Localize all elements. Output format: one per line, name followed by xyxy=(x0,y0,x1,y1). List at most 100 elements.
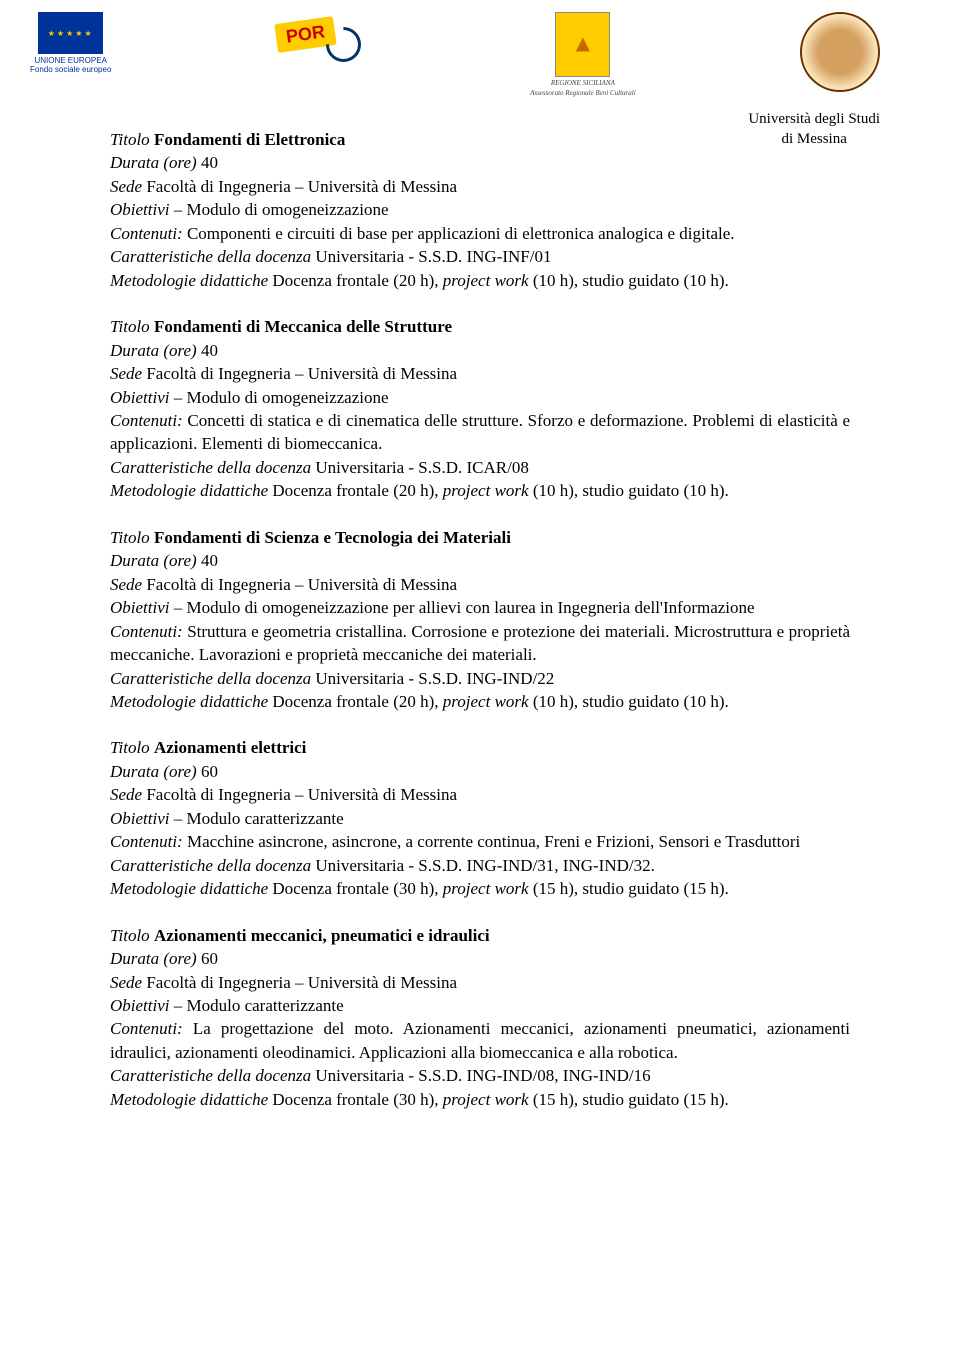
metodologie-line: Metodologie didattiche Docenza frontale … xyxy=(110,479,850,502)
caratt-value: Universitaria - S.S.D. ING-IND/31, ING-I… xyxy=(311,856,655,875)
label-contenuti: Contenuti: xyxy=(110,411,183,430)
eu-caption-1: UNIONE EUROPEA xyxy=(30,56,111,65)
caratt-line: Caratteristiche della docenza Universita… xyxy=(110,667,850,690)
label-contenuti: Contenuti: xyxy=(110,1019,183,1038)
label-obiettivi: Obiettivi xyxy=(110,388,169,407)
sede-value: Facoltà di Ingegneria – Università di Me… xyxy=(142,973,457,992)
label-metodologie: Metodologie didattiche xyxy=(110,692,268,711)
label-metodologie: Metodologie didattiche xyxy=(110,879,268,898)
titolo-line: Titolo Fondamenti di Meccanica delle Str… xyxy=(110,315,850,338)
label-contenuti: Contenuti: xyxy=(110,832,183,851)
caratt-line: Caratteristiche della docenza Universita… xyxy=(110,1064,850,1087)
label-contenuti: Contenuti: xyxy=(110,622,183,641)
metod-post: (10 h), studio guidato (10 h). xyxy=(529,271,729,290)
module-title: Fondamenti di Meccanica delle Strutture xyxy=(154,317,452,336)
label-caratteristiche: Caratteristiche della docenza xyxy=(110,669,311,688)
metodologie-line: Metodologie didattiche Docenza frontale … xyxy=(110,1088,850,1111)
course-module: Titolo Azionamenti elettriciDurata (ore)… xyxy=(110,736,850,900)
obiettivi-value: – Modulo di omogeneizzazione xyxy=(169,200,388,219)
metod-post: (10 h), studio guidato (10 h). xyxy=(529,481,729,500)
contenuti-line: Contenuti: Struttura e geometria cristal… xyxy=(110,620,850,667)
metod-pre: Docenza frontale (30 h), xyxy=(268,1090,443,1109)
metod-post: (10 h), studio guidato (10 h). xyxy=(529,692,729,711)
durata-value: 60 xyxy=(197,949,218,968)
metod-post: (15 h), studio guidato (15 h). xyxy=(529,1090,729,1109)
unime-caption: Università degli Studi di Messina xyxy=(748,110,880,149)
contenuti-value: Componenti e circuiti di base per applic… xyxy=(183,224,735,243)
label-titolo: Titolo xyxy=(110,738,150,757)
sede-value: Facoltà di Ingegneria – Università di Me… xyxy=(142,785,457,804)
obiettivi-value: – Modulo caratterizzante xyxy=(169,996,343,1015)
caratt-value: Universitaria - S.S.D. ING-IND/08, ING-I… xyxy=(311,1066,650,1085)
metod-projectwork: project work xyxy=(443,879,529,898)
logo-por: POR xyxy=(276,12,366,82)
label-titolo: Titolo xyxy=(110,528,150,547)
caratt-value: Universitaria - S.S.D. ICAR/08 xyxy=(311,458,529,477)
durata-line: Durata (ore) 40 xyxy=(110,151,850,174)
label-obiettivi: Obiettivi xyxy=(110,809,169,828)
logo-unime-seal-icon xyxy=(800,12,880,92)
label-metodologie: Metodologie didattiche xyxy=(110,271,268,290)
sede-line: Sede Facoltà di Ingegneria – Università … xyxy=(110,573,850,596)
obiettivi-line: Obiettivi – Modulo caratterizzante xyxy=(110,807,850,830)
durata-value: 40 xyxy=(197,341,218,360)
sede-line: Sede Facoltà di Ingegneria – Università … xyxy=(110,175,850,198)
caratt-line: Caratteristiche della docenza Universita… xyxy=(110,245,850,268)
durata-value: 40 xyxy=(197,551,218,570)
label-sede: Sede xyxy=(110,973,142,992)
sede-value: Facoltà di Ingegneria – Università di Me… xyxy=(142,575,457,594)
label-metodologie: Metodologie didattiche xyxy=(110,1090,268,1109)
obiettivi-line: Obiettivi – Modulo di omogeneizzazione xyxy=(110,198,850,221)
label-metodologie: Metodologie didattiche xyxy=(110,481,268,500)
unime-line2: di Messina xyxy=(748,130,880,150)
sicilia-emblem-icon xyxy=(555,12,610,77)
label-sede: Sede xyxy=(110,575,142,594)
label-durata: Durata (ore) xyxy=(110,341,197,360)
label-caratteristiche: Caratteristiche della docenza xyxy=(110,458,311,477)
caratt-value: Universitaria - S.S.D. ING-IND/22 xyxy=(311,669,554,688)
logo-sicilia: REGIONE SICILIANA Assessorato Regionale … xyxy=(530,12,636,97)
document-body: Titolo Fondamenti di ElettronicaDurata (… xyxy=(0,100,960,1111)
label-caratteristiche: Caratteristiche della docenza xyxy=(110,247,311,266)
eu-caption-2: Fondo sociale europeo xyxy=(30,65,111,74)
label-titolo: Titolo xyxy=(110,317,150,336)
label-obiettivi: Obiettivi xyxy=(110,200,169,219)
metod-projectwork: project work xyxy=(443,692,529,711)
contenuti-value: La progettazione del moto. Azionamenti m… xyxy=(110,1019,850,1061)
titolo-line: Titolo Fondamenti di Elettronica xyxy=(110,128,850,151)
label-titolo: Titolo xyxy=(110,130,150,149)
metodologie-line: Metodologie didattiche Docenza frontale … xyxy=(110,690,850,713)
label-caratteristiche: Caratteristiche della docenza xyxy=(110,856,311,875)
obiettivi-value: – Modulo caratterizzante xyxy=(169,809,343,828)
contenuti-line: Contenuti: Concetti di statica e di cine… xyxy=(110,409,850,456)
contenuti-line: Contenuti: Macchine asincrone, asincrone… xyxy=(110,830,850,853)
metod-pre: Docenza frontale (30 h), xyxy=(268,879,443,898)
metodologie-line: Metodologie didattiche Docenza frontale … xyxy=(110,877,850,900)
obiettivi-line: Obiettivi – Modulo di omogeneizzazione xyxy=(110,386,850,409)
durata-line: Durata (ore) 40 xyxy=(110,339,850,362)
titolo-line: Titolo Azionamenti elettrici xyxy=(110,736,850,759)
metod-post: (15 h), studio guidato (15 h). xyxy=(529,879,729,898)
label-durata: Durata (ore) xyxy=(110,153,197,172)
sicilia-caption-2: Assessorato Regionale Beni Culturali xyxy=(530,89,636,97)
module-title: Azionamenti meccanici, pneumatici e idra… xyxy=(154,926,490,945)
sede-line: Sede Facoltà di Ingegneria – Università … xyxy=(110,971,850,994)
metod-projectwork: project work xyxy=(443,481,529,500)
label-titolo: Titolo xyxy=(110,926,150,945)
durata-value: 40 xyxy=(197,153,218,172)
durata-value: 60 xyxy=(197,762,218,781)
sede-line: Sede Facoltà di Ingegneria – Università … xyxy=(110,362,850,385)
label-obiettivi: Obiettivi xyxy=(110,996,169,1015)
module-title: Azionamenti elettrici xyxy=(154,738,306,757)
obiettivi-value: – Modulo di omogeneizzazione per allievi… xyxy=(169,598,754,617)
eu-caption: UNIONE EUROPEA Fondo sociale europeo xyxy=(30,56,111,74)
label-sede: Sede xyxy=(110,177,142,196)
caratt-line: Caratteristiche della docenza Universita… xyxy=(110,456,850,479)
label-durata: Durata (ore) xyxy=(110,551,197,570)
durata-line: Durata (ore) 60 xyxy=(110,947,850,970)
label-sede: Sede xyxy=(110,785,142,804)
label-obiettivi: Obiettivi xyxy=(110,598,169,617)
sede-value: Facoltà di Ingegneria – Università di Me… xyxy=(142,364,457,383)
metod-pre: Docenza frontale (20 h), xyxy=(268,271,443,290)
eu-flag-icon xyxy=(38,12,103,54)
